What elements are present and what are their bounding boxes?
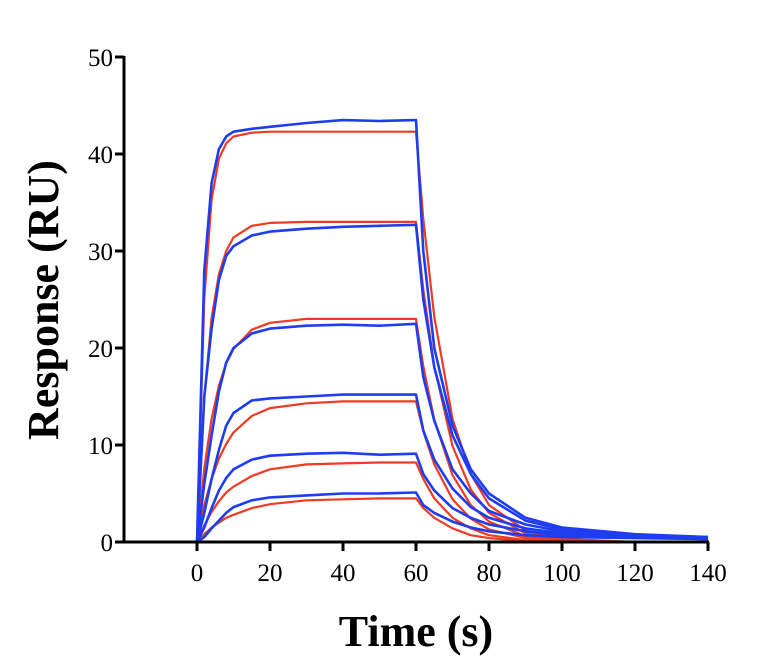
x-tick-label: 40 <box>331 560 356 587</box>
series-layer <box>124 118 709 544</box>
x-tick-label: 100 <box>543 560 581 587</box>
x-tick-label: 0 <box>191 560 204 587</box>
y-tick-label: 50 <box>88 45 113 72</box>
measured-curve-2 <box>124 223 709 544</box>
axes: 0 10 20 30 40 50 0 20 40 60 80 100 120 140 <box>88 45 727 587</box>
y-tick-label: 0 <box>101 530 114 557</box>
measured-curve-3 <box>124 322 709 544</box>
measured-curve-1 <box>124 118 709 544</box>
x-tick-label: 80 <box>477 560 502 587</box>
y-tick-label: 30 <box>88 239 113 266</box>
fit-curve-1 <box>124 130 708 544</box>
measured-curve-4 <box>124 393 709 544</box>
x-tick-label: 120 <box>616 560 654 587</box>
x-axis-title: Time (s) <box>339 607 493 656</box>
y-tick-label: 20 <box>88 336 113 363</box>
y-tick-label: 40 <box>88 142 113 169</box>
y-axis-title: Response (RU) <box>19 160 68 440</box>
measured-curve-5 <box>124 451 709 544</box>
x-tick-label: 60 <box>404 560 429 587</box>
measured-curve-6 <box>124 491 709 544</box>
x-tick-label: 20 <box>258 560 283 587</box>
y-tick-label: 10 <box>88 433 113 460</box>
x-tick-label: 140 <box>689 560 727 587</box>
